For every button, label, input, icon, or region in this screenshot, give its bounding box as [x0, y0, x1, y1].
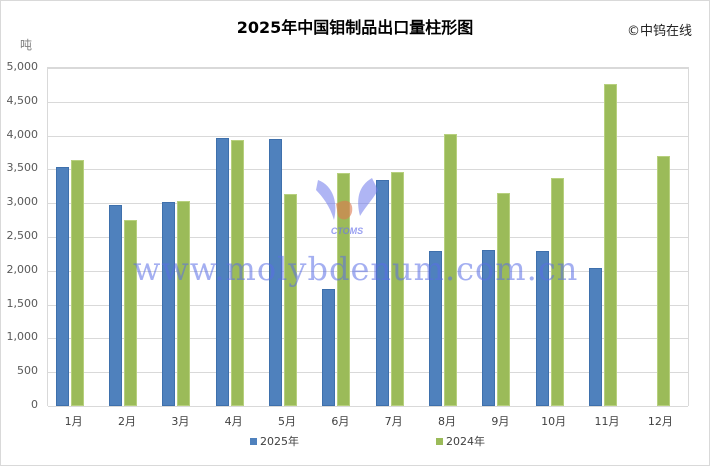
x-tick-label: 4月 — [224, 415, 243, 428]
x-tick-label: 10月 — [541, 415, 567, 428]
x-tick-label: 2月 — [118, 415, 136, 428]
y-axis-unit: 吨 — [20, 38, 33, 52]
gridline — [48, 372, 688, 374]
y-tick-label: 3,000 — [6, 195, 39, 209]
bar-2025年-9月 — [482, 249, 496, 406]
x-tick-label: 8月 — [438, 415, 456, 428]
legend-label-2025: 2025年 — [260, 435, 299, 448]
svg-text:CTOMS: CTOMS — [331, 226, 363, 236]
x-tick-label: 7月 — [384, 415, 403, 428]
bar-2024年-2月 — [124, 220, 137, 406]
gridline — [48, 237, 688, 238]
bar-2024年-7月 — [390, 172, 404, 406]
bar-2024年-5月 — [284, 194, 297, 406]
x-tick-label: 6月 — [331, 415, 350, 428]
ctoms-logo-watermark-icon: CTOMS — [316, 178, 378, 236]
x-tick-label: 12月 — [647, 415, 673, 428]
x-tick-label: 3月 — [171, 415, 190, 428]
y-tick-label: 5,000 — [6, 60, 39, 73]
bar-2025年-2月 — [109, 204, 122, 406]
gridline — [48, 101, 688, 103]
bar-2025年-8月 — [429, 250, 442, 406]
bar-2024年-9月 — [497, 193, 511, 406]
bar-2024年-10月 — [550, 177, 564, 406]
y-tick-label: 1,500 — [6, 296, 39, 310]
bar-2025年-3月 — [162, 201, 176, 406]
gridline — [48, 270, 688, 272]
y-tick-label: 500 — [17, 364, 38, 378]
y-tick-label: 4,000 — [6, 127, 39, 141]
y-tick-label: 3,500 — [6, 161, 39, 175]
legend-swatch-2024 — [436, 437, 443, 445]
y-tick-label: 2,500 — [6, 229, 39, 242]
legend-label-2024: 2024年 — [446, 435, 485, 448]
y-tick-label: 2,000 — [6, 262, 39, 276]
bar-2024年-6月 — [337, 173, 351, 406]
y-tick-label: 0 — [31, 398, 38, 411]
bar-2025年-6月 — [322, 289, 336, 406]
gridline — [48, 68, 688, 69]
bar-2024年-12月 — [657, 155, 671, 406]
bar-2025年-10月 — [535, 250, 549, 406]
legend-swatch-2025 — [250, 437, 257, 445]
bar-2025年-4月 — [215, 137, 229, 406]
bar-2024年-3月 — [177, 200, 191, 406]
website-watermark: www.molybdenum.com.cn — [133, 250, 579, 288]
legend-item-2024: 2024年 — [436, 433, 485, 449]
x-tick-label: 9月 — [491, 415, 510, 428]
bar-2025年-1月 — [55, 167, 69, 406]
gridline — [48, 406, 688, 407]
chart-title: 2025年中国钼制品出口量柱形图 — [236, 18, 474, 37]
gridline — [48, 169, 688, 171]
x-tick-label: 1月 — [64, 415, 83, 428]
bar-2025年-11月 — [589, 268, 602, 406]
gridline — [48, 135, 688, 137]
copyright-label: ©中钨在线 — [626, 24, 692, 39]
legend-item-2025: 2025年 — [250, 433, 299, 449]
y-tick-label: 4,500 — [6, 93, 39, 107]
bar-2024年-8月 — [444, 133, 457, 406]
bar-2025年-7月 — [375, 179, 389, 406]
gridline — [48, 304, 688, 306]
x-tick-label: 11月 — [594, 415, 620, 428]
bar-2024年-11月 — [604, 83, 617, 406]
x-tick-label: 5月 — [278, 415, 296, 428]
gridline — [48, 338, 688, 340]
bar-2024年-4月 — [230, 140, 244, 406]
bar-2024年-1月 — [70, 159, 84, 406]
bar-2025年-5月 — [269, 138, 282, 406]
y-tick-label: 1,000 — [6, 330, 39, 344]
